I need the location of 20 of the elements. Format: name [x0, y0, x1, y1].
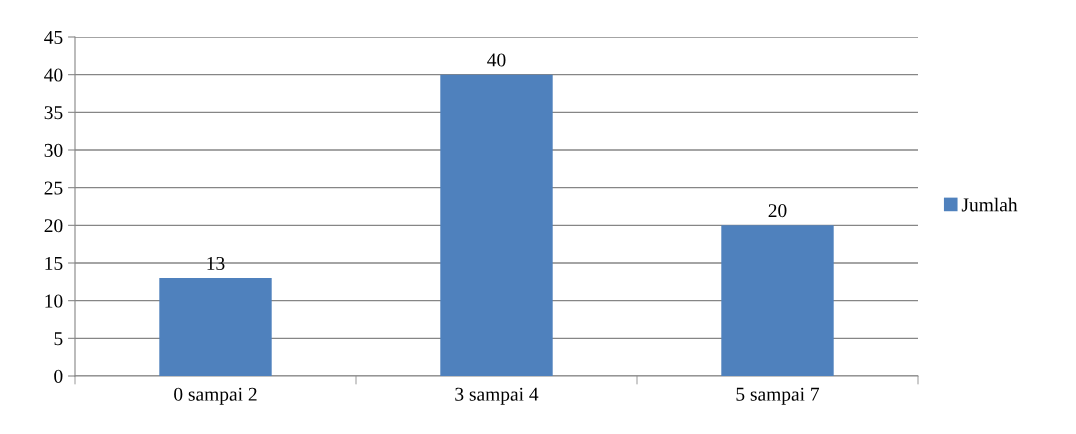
y-tick-label: 0: [54, 369, 63, 383]
y-tick-label: 35: [44, 106, 63, 120]
x-tick-label: 3 sampai 4: [455, 387, 539, 405]
data-label: 40: [487, 53, 506, 67]
y-tick-label: 15: [45, 256, 63, 270]
bar: [440, 74, 553, 376]
legend-label: Jumlah: [961, 197, 1018, 212]
y-tick-label: 25: [44, 181, 63, 195]
x-tick-label: 0 sampai 2: [174, 387, 257, 405]
x-tick-label: 5 sampai 7: [736, 387, 820, 405]
y-tick-label: 40: [44, 68, 63, 82]
bar: [159, 278, 272, 376]
data-label: 13: [207, 256, 225, 270]
y-tick-label: 20: [44, 219, 63, 233]
data-label: 20: [768, 204, 787, 218]
y-tick-label: 45: [44, 30, 63, 44]
y-tick-label: 10: [45, 294, 63, 308]
y-tick-label: 30: [44, 143, 63, 157]
y-tick-label: 5: [54, 332, 63, 346]
bar: [721, 225, 834, 376]
